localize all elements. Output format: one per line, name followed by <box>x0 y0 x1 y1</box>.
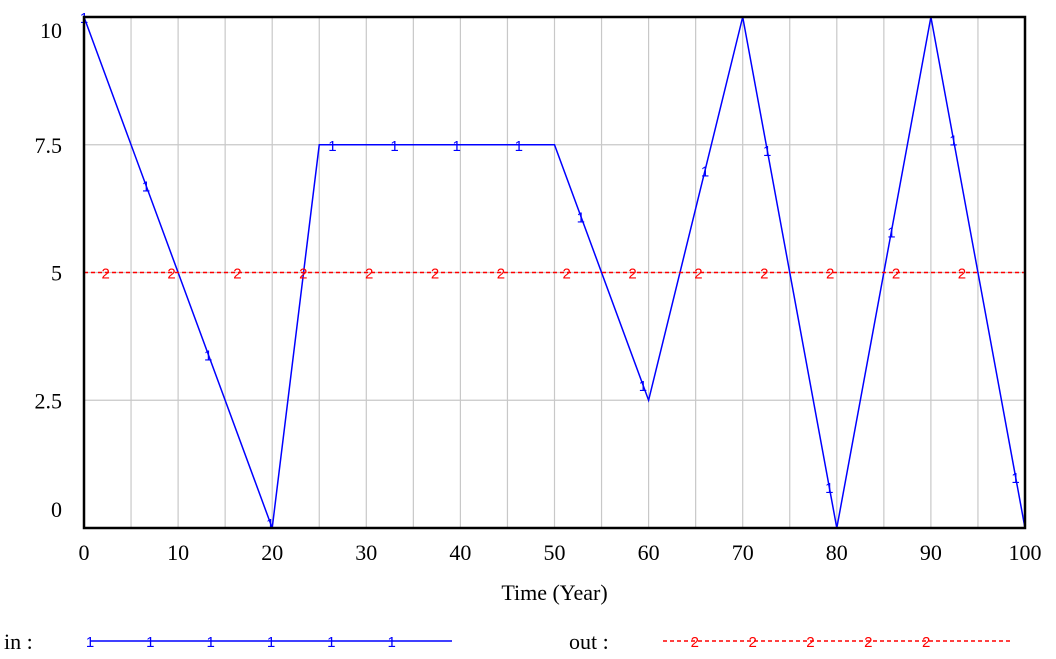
series-marker-in: 1 <box>701 163 709 180</box>
series-marker-in: 1 <box>142 179 150 196</box>
series-marker-in: 1 <box>763 143 771 160</box>
series-marker-in: 1 <box>266 516 274 533</box>
legend-marker-out: 2 <box>806 634 814 651</box>
series-marker-out: 2 <box>431 266 439 283</box>
legend-marker-in: 1 <box>387 634 395 651</box>
series-marker-out: 2 <box>958 266 966 283</box>
series-marker-in: 1 <box>328 138 336 155</box>
x-tick-label: 70 <box>732 540 754 565</box>
y-tick-label: 5 <box>51 261 62 286</box>
legend-marker-in: 1 <box>327 634 335 651</box>
x-tick-label: 20 <box>261 540 283 565</box>
x-tick-label: 40 <box>449 540 471 565</box>
legend-label-out: out : <box>569 629 609 654</box>
x-tick-label: 50 <box>544 540 566 565</box>
legend: in : 1 1 1 1 1 1 out : 2 2 2 2 2 <box>4 629 1010 654</box>
plot-frame <box>82 15 1027 530</box>
series-marker-out: 2 <box>365 266 373 283</box>
series-marker-out: 2 <box>497 266 505 283</box>
series-marker-in: 1 <box>452 138 460 155</box>
y-tick-label: 10 <box>40 18 62 43</box>
x-tick-label: 100 <box>1009 540 1042 565</box>
series-marker-in: 1 <box>515 138 523 155</box>
series-marker-out: 2 <box>694 266 702 283</box>
x-tick-label: 10 <box>167 540 189 565</box>
series-marker-out: 2 <box>760 266 768 283</box>
series-marker-out: 2 <box>892 266 900 283</box>
legend-marker-out: 2 <box>748 634 756 651</box>
x-tick-label: 90 <box>920 540 942 565</box>
x-axis-title: Time (Year) <box>501 580 607 605</box>
series-marker-in: 1 <box>1011 470 1019 487</box>
y-tick-label: 2.5 <box>35 388 63 413</box>
legend-marker-out: 2 <box>864 634 872 651</box>
legend-marker-in: 1 <box>267 634 275 651</box>
series-marker-out: 2 <box>826 266 834 283</box>
y-tick-label: 7.5 <box>35 133 63 158</box>
series-marker-in: 1 <box>577 209 585 226</box>
series-marker-in: 1 <box>887 225 895 242</box>
y-tick-label: 0 <box>51 497 62 522</box>
legend-marker-out: 2 <box>691 634 699 651</box>
series-marker-in: 1 <box>639 378 647 395</box>
x-axis-ticks: 0 10 20 30 40 50 60 70 80 90 100 <box>79 540 1042 565</box>
x-tick-label: 80 <box>826 540 848 565</box>
y-axis-ticks: 0 2.5 5 7.5 10 <box>35 18 63 522</box>
series-marker-out: 2 <box>563 266 571 283</box>
series-marker-in: 1 <box>825 480 833 497</box>
legend-marker-out: 2 <box>922 634 930 651</box>
series-marker-out: 2 <box>299 266 307 283</box>
x-tick-label: 0 <box>79 540 90 565</box>
series-marker-in: 1 <box>204 347 212 364</box>
legend-marker-in: 1 <box>146 634 154 651</box>
legend-marker-in: 1 <box>86 634 94 651</box>
series-marker-out: 2 <box>101 266 109 283</box>
x-tick-label: 60 <box>638 540 660 565</box>
legend-label-in: in : <box>4 629 33 654</box>
series-marker-out: 2 <box>233 266 241 283</box>
series-marker-in: 1 <box>949 133 957 150</box>
series-line-in <box>83 16 1026 529</box>
x-tick-label: 30 <box>355 540 377 565</box>
legend-marker-in: 1 <box>206 634 214 651</box>
series-marker-out: 2 <box>628 266 636 283</box>
series-marker-out: 2 <box>167 266 175 283</box>
series-marker-in: 1 <box>390 138 398 155</box>
